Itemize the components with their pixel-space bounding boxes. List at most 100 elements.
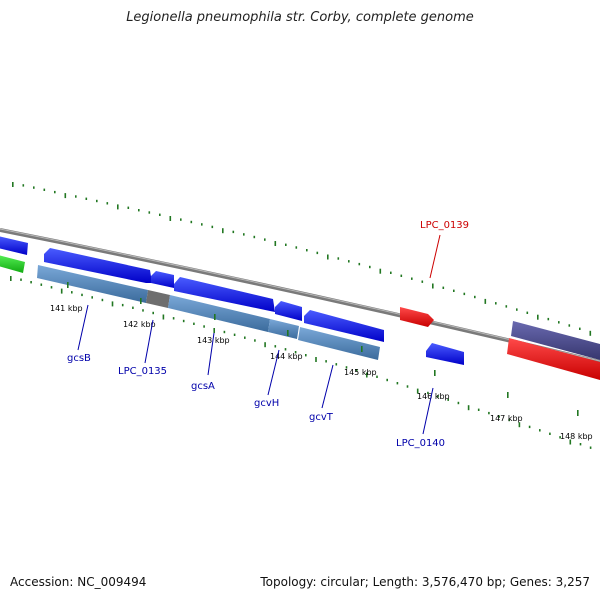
- gc-tick: [244, 336, 246, 339]
- gc-tick: [390, 271, 392, 274]
- leader-line: [429, 234, 441, 279]
- gc-tick: [386, 378, 388, 382]
- gc-tick: [442, 286, 445, 289]
- gc-tick: [498, 415, 500, 418]
- gc-tick: [182, 319, 185, 323]
- gene-label-gcvH[interactable]: gcvH: [254, 398, 279, 409]
- gene-label-LPC_0139[interactable]: LPC_0139: [420, 220, 469, 231]
- gc-tick: [379, 268, 382, 274]
- gc-tick: [453, 289, 455, 292]
- map-title: Legionella pneumophila str. Corby, compl…: [126, 10, 474, 25]
- gene-arrow-gcvH[interactable]: [275, 301, 302, 321]
- gc-tick: [106, 202, 109, 205]
- dark-cds-bar[interactable]: [511, 321, 600, 360]
- gc-tick: [193, 322, 195, 325]
- gc-tick: [589, 330, 592, 336]
- gene-label-gcsB[interactable]: gcsB: [67, 353, 91, 364]
- gc-tick: [12, 182, 14, 187]
- gc-tick: [264, 238, 266, 241]
- gc-tick: [505, 305, 508, 308]
- gc-tick: [547, 317, 550, 321]
- gc-tick: [467, 405, 470, 411]
- gc-tick: [50, 286, 53, 289]
- cds-bar[interactable]: [298, 327, 380, 360]
- gc-tick: [406, 385, 409, 388]
- gc-tick: [396, 382, 399, 385]
- gc-tick: [284, 348, 287, 351]
- gc-tick: [20, 278, 22, 281]
- gc-tick: [463, 292, 466, 296]
- gc-tick: [180, 218, 182, 221]
- gc-tick: [432, 283, 434, 289]
- gc-tick: [213, 328, 215, 333]
- gene-labels: gcsB LPC_0135 gcsA gcvH gcvT LPC_0140 LPC_0139: [67, 220, 469, 449]
- gc-tick: [295, 246, 298, 249]
- gc-tick: [101, 298, 104, 302]
- gc-tick: [85, 197, 88, 200]
- scale-label: 144 kbp: [270, 352, 303, 361]
- gene-arrow-LPC_0139[interactable]: [400, 307, 434, 327]
- scale-label: 145 kbp: [344, 368, 377, 377]
- gc-tick: [142, 309, 144, 312]
- scale-tick: [140, 298, 142, 304]
- gc-tick: [43, 188, 46, 191]
- gc-tick: [528, 425, 531, 429]
- gc-tick: [355, 369, 358, 372]
- cds-bar[interactable]: [268, 319, 299, 339]
- gc-tick: [117, 204, 119, 210]
- scale-tick: [67, 282, 69, 288]
- gc-tick: [358, 262, 361, 266]
- gc-tick: [233, 333, 236, 336]
- gene-label-gcsA[interactable]: gcsA: [191, 381, 215, 392]
- gc-tick: [223, 330, 226, 334]
- gc-tick: [537, 314, 539, 320]
- scale-tick: [507, 392, 509, 398]
- green-gene-bar[interactable]: [0, 255, 25, 273]
- leader-line: [207, 332, 215, 376]
- gc-tick: [96, 199, 98, 203]
- scale-label: 141 kbp: [50, 304, 83, 313]
- gc-tick: [568, 324, 571, 327]
- gene-arrow-LPC_0140[interactable]: [426, 343, 464, 365]
- leader-line: [422, 387, 434, 435]
- red-cds-bar[interactable]: [507, 338, 600, 380]
- gc-tick: [30, 281, 32, 284]
- gc-tick: [477, 408, 480, 411]
- gc-tick: [569, 439, 572, 445]
- cds-bar[interactable]: [37, 265, 148, 303]
- gene-label-LPC_0135[interactable]: LPC_0135: [118, 366, 167, 377]
- gc-tick: [518, 422, 521, 428]
- gc-tick: [75, 195, 77, 198]
- gc-tick: [327, 254, 329, 260]
- gc-outer-ring: [12, 182, 592, 336]
- gc-tick: [488, 411, 490, 415]
- gc-tick: [159, 213, 161, 216]
- gc-tick: [54, 190, 56, 194]
- gene-arrow-LPC_0135[interactable]: [151, 271, 174, 288]
- cds-bar-grey[interactable]: [146, 290, 170, 308]
- gc-tick: [345, 366, 348, 369]
- gc-tick: [306, 249, 308, 252]
- gc-tick: [152, 311, 154, 315]
- gene-arrow[interactable]: [0, 236, 28, 255]
- gc-tick: [222, 228, 224, 234]
- gene-arrow-gcvT[interactable]: [304, 310, 384, 342]
- gene-label-LPC_0140[interactable]: LPC_0140: [396, 438, 445, 449]
- gc-tick: [190, 220, 193, 224]
- gc-tick: [427, 391, 429, 395]
- gc-tick: [132, 306, 134, 309]
- gc-tick: [274, 241, 277, 246]
- scale-label: 148 kbp: [560, 432, 593, 441]
- gc-inner-ring: [10, 276, 592, 449]
- gene-label-gcvT[interactable]: gcvT: [309, 412, 334, 423]
- gene-arrow-gcsB[interactable]: [44, 248, 152, 283]
- gene-arrow-gcsA[interactable]: [174, 277, 275, 312]
- gc-tick: [169, 216, 172, 221]
- gc-tick: [539, 429, 541, 432]
- gc-tick: [589, 446, 592, 449]
- scale-tick: [577, 410, 579, 416]
- gc-tick: [211, 225, 214, 229]
- gc-tick: [22, 184, 25, 187]
- cds-bar[interactable]: [168, 295, 270, 332]
- gc-tick: [162, 314, 165, 320]
